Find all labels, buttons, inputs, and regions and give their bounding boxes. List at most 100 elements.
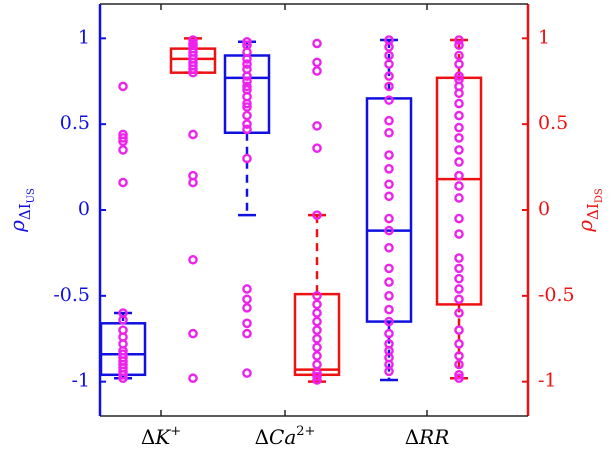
data-point <box>454 359 464 370</box>
right-tick-label: -1 <box>538 370 557 392</box>
data-point <box>454 98 464 109</box>
data-point <box>242 303 252 313</box>
data-point <box>454 88 464 99</box>
data-point <box>454 170 464 181</box>
data-point <box>454 273 464 284</box>
data-point <box>384 59 394 69</box>
data-point <box>384 213 394 224</box>
data-point <box>118 136 128 147</box>
category-label: ΔRR <box>405 425 450 449</box>
data-point <box>454 369 464 380</box>
data-point <box>312 308 322 318</box>
data-point <box>384 127 394 138</box>
data-point <box>312 57 322 68</box>
y-axis-labels: ρΔIUS ρΔIDS <box>5 188 605 233</box>
data-point <box>312 351 322 361</box>
data-point <box>454 59 464 69</box>
data-point <box>242 59 252 69</box>
left-tick-label: 1 <box>78 26 90 48</box>
data-point <box>312 375 322 385</box>
data-point <box>242 98 252 109</box>
category-label: ΔK+ <box>141 424 181 449</box>
data-point <box>384 291 394 301</box>
data-point <box>188 328 198 339</box>
data-point <box>312 371 322 382</box>
data-point <box>242 318 252 329</box>
data-point <box>118 373 128 384</box>
right-tick-label: 1 <box>538 26 550 48</box>
data-point <box>312 143 322 153</box>
data-point <box>242 328 252 339</box>
left-tick-label: 0 <box>78 198 90 220</box>
data-point <box>242 124 252 135</box>
data-point <box>454 35 464 45</box>
data-point <box>242 284 252 294</box>
data-point <box>384 263 394 274</box>
box-iqr <box>365 97 413 323</box>
data-point <box>312 325 322 335</box>
data-point <box>188 67 198 78</box>
data-point <box>454 71 464 81</box>
data-point <box>384 50 394 61</box>
data-point <box>118 315 128 325</box>
plot-area <box>99 35 483 385</box>
data-point <box>242 294 252 305</box>
data-point <box>188 373 198 384</box>
right-tick-label: 0.5 <box>538 112 568 134</box>
data-point <box>454 133 464 143</box>
data-point <box>312 121 322 131</box>
data-point <box>118 133 128 143</box>
data-point <box>312 66 322 76</box>
data-point <box>454 157 464 167</box>
data-point <box>454 284 464 294</box>
data-point <box>454 294 464 305</box>
points-right-0 <box>188 35 198 384</box>
points-left-0 <box>118 81 128 384</box>
data-point <box>384 277 394 287</box>
data-point <box>454 308 464 318</box>
data-point <box>242 110 252 121</box>
data-point <box>312 38 322 49</box>
data-point <box>242 36 252 47</box>
data-point <box>454 229 464 239</box>
data-point <box>312 299 322 310</box>
data-point <box>384 81 394 92</box>
data-point <box>384 179 394 190</box>
data-point <box>118 81 128 92</box>
data-point <box>384 316 394 327</box>
data-point <box>384 71 394 81</box>
data-point <box>188 177 198 188</box>
right-tick-label: 0 <box>538 198 550 220</box>
box-iqr <box>293 292 341 377</box>
data-point <box>384 304 394 315</box>
data-point <box>454 145 464 155</box>
data-point <box>188 64 198 75</box>
data-point <box>454 373 464 384</box>
data-point <box>454 50 464 61</box>
data-point <box>454 263 464 274</box>
left-tick-label: -1 <box>71 370 90 392</box>
data-point <box>384 163 394 174</box>
data-point <box>242 119 252 129</box>
data-point <box>454 110 464 121</box>
category-label: ΔCa2+ <box>255 424 316 449</box>
left-tick-label: 0.5 <box>60 112 90 134</box>
data-point <box>454 213 464 224</box>
data-point <box>242 71 252 81</box>
y-axis-label-right: ρΔIDS <box>573 188 605 233</box>
data-point <box>384 191 394 202</box>
data-point <box>312 210 322 220</box>
data-point <box>384 242 394 253</box>
axes: -1 -1 -0.5 -0.5 0 0 0.5 0.5 1 1 ΔK+ ΔCa2+ ΔRR <box>53 3 575 449</box>
box-left-2 <box>365 38 413 382</box>
data-point <box>312 342 322 353</box>
points-left-1 <box>242 36 252 378</box>
data-point <box>118 145 128 155</box>
data-point <box>242 153 252 164</box>
data-point <box>384 328 394 339</box>
data-point <box>242 368 252 378</box>
data-point <box>188 35 198 45</box>
data-point <box>454 122 464 133</box>
data-point <box>384 42 394 52</box>
